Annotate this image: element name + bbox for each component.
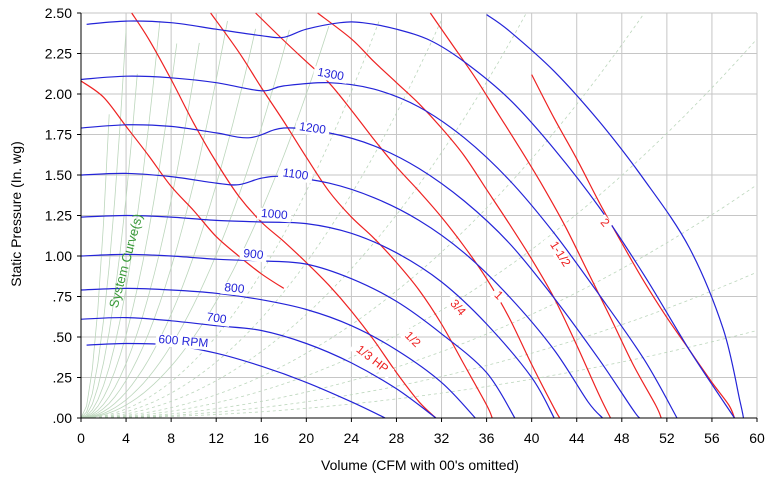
rpm-curve-label: 600 RPM — [158, 332, 209, 350]
system-curve — [81, 12, 645, 419]
rpm-curve — [80, 316, 437, 419]
rpm-curve-label: 1000 — [260, 206, 288, 222]
x-tick-label: 16 — [253, 430, 269, 446]
y-axis-title: Static Pressure (In. wg) — [8, 141, 24, 287]
system-curve — [80, 21, 161, 419]
hp-label-backdrop — [349, 340, 395, 380]
rpm-label-backdrop — [256, 207, 292, 223]
x-tick-label: 24 — [344, 430, 360, 446]
system-curve — [80, 19, 442, 419]
rpm-label-backdrop — [294, 120, 331, 138]
rpm-label-backdrop — [155, 333, 212, 351]
rpm-curve — [86, 342, 386, 419]
system-curve — [80, 29, 290, 419]
y-tick-label: 1.25 — [45, 208, 72, 224]
rpm-curve-label: 900 — [243, 246, 265, 262]
rpm-curve — [80, 253, 516, 419]
rpm-label-backdrop — [220, 281, 249, 297]
x-tick-label: 56 — [704, 430, 720, 446]
x-tick-label: 40 — [524, 430, 540, 446]
y-tick-label: 1.00 — [45, 248, 72, 264]
x-tick-label: 32 — [434, 430, 450, 446]
rpm-label-backdrop — [312, 66, 349, 84]
rpm-curve — [486, 14, 745, 419]
y-tick-label: 1.75 — [45, 127, 72, 143]
system-curve — [81, 330, 758, 419]
rpm-curve — [86, 20, 735, 419]
hp-label-backdrop — [543, 233, 576, 275]
x-tick-label: 28 — [389, 430, 405, 446]
hp-label-backdrop — [595, 214, 614, 232]
rpm-curve — [80, 214, 555, 419]
rpm-label-backdrop — [277, 166, 314, 184]
rpm-label-backdrop — [202, 311, 231, 327]
rpm-curve-label: 1200 — [298, 119, 327, 137]
x-tick-label: 60 — [749, 430, 765, 446]
hp-label-backdrop — [398, 326, 426, 354]
x-tick-label: 20 — [299, 430, 315, 446]
system-curve — [80, 73, 138, 419]
y-tick-label: 2.50 — [45, 5, 72, 21]
rpm-curve-label: 800 — [224, 280, 246, 296]
system-curve — [80, 42, 200, 419]
y-tick-label: .75 — [53, 289, 73, 305]
rpm-curve — [80, 124, 641, 419]
y-tick-label: 2.25 — [45, 46, 72, 62]
system-curve — [81, 184, 758, 419]
system-curve — [80, 43, 178, 419]
system-curve — [80, 29, 127, 419]
hp-label-backdrop — [444, 293, 471, 323]
y-tick-label: .25 — [53, 370, 73, 386]
rpm-curve — [80, 287, 476, 419]
system-curve — [80, 114, 110, 419]
rpm-curve — [80, 172, 604, 419]
system-curves — [80, 12, 758, 419]
x-axis-title: Volume (CFM with 00's omitted) — [321, 457, 519, 473]
y-tick-label: .50 — [53, 329, 73, 345]
x-tick-label: 8 — [167, 430, 175, 446]
rpm-curve-label: 1300 — [316, 65, 345, 83]
hp-curve — [80, 80, 285, 289]
system-curve — [81, 38, 758, 419]
hp-curve — [317, 12, 612, 419]
x-tick-label: 48 — [614, 430, 630, 446]
x-tick-label: 36 — [479, 430, 495, 446]
x-tick-label: 52 — [659, 430, 675, 446]
hp-curve — [255, 12, 561, 419]
x-tick-label: 44 — [569, 430, 585, 446]
rpm-curve-label: 1100 — [282, 165, 310, 183]
hp-curves — [80, 12, 736, 419]
hp-curve — [131, 12, 437, 419]
rpm-curve — [80, 75, 678, 419]
x-tick-label: 0 — [77, 430, 85, 446]
y-tick-label: 2.00 — [45, 86, 72, 102]
y-tick-label: .00 — [53, 410, 73, 426]
axes: 0 4 8 12 16 20 24 28 32 36 40 44 48 52 56 60.00.25.50.7… — [45, 5, 765, 446]
rpm-label-backdrop — [239, 247, 268, 263]
rpm-curve-label: 700 — [206, 310, 228, 327]
hp-curve — [531, 74, 736, 419]
y-tick-label: 1.50 — [45, 167, 72, 183]
x-tick-label: 4 — [122, 430, 130, 446]
hp-label-backdrop — [489, 287, 507, 305]
x-tick-label: 12 — [208, 430, 224, 446]
hp-curve — [429, 12, 662, 419]
rpm-curves — [80, 14, 745, 419]
